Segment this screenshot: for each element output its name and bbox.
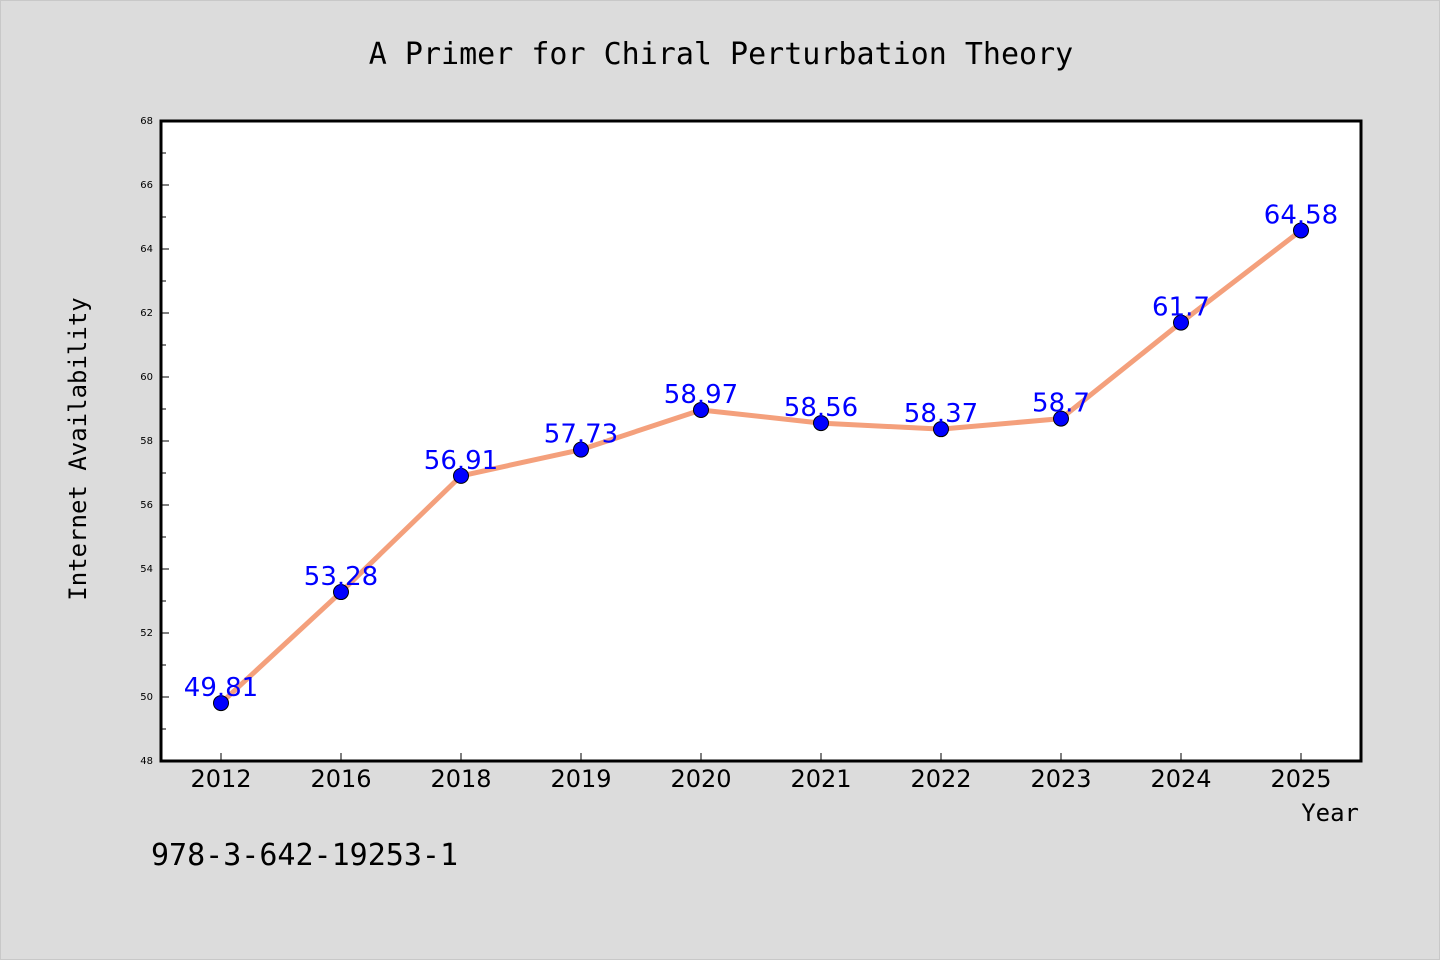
y-tick-label: 58 (140, 436, 153, 447)
x-tick-label: 2019 (550, 765, 611, 793)
plot-area (159, 119, 1363, 763)
y-tick-label: 48 (140, 756, 153, 767)
data-label: 53.28 (304, 562, 378, 592)
y-tick-label: 60 (140, 372, 153, 383)
x-tick-label: 2018 (430, 765, 491, 793)
series-internet-availability: 49.81 53.28 56.91 57.73 58.97 58.56 58.37 58.7 6… (184, 200, 1338, 712)
data-point (1053, 410, 1069, 427)
data-point (813, 415, 829, 432)
y-axis: 48 50 52 54 56 58 60 62 64 66 68 (140, 116, 169, 767)
y-tick-label: 54 (140, 564, 153, 575)
y-tick-label: 68 (140, 116, 153, 127)
y-tick-label: 56 (140, 500, 153, 511)
data-label: 49.81 (184, 673, 258, 703)
data-point (1293, 222, 1309, 239)
data-label: 58.7 (1032, 389, 1090, 419)
y-tick-label: 52 (140, 628, 153, 639)
data-label: 58.56 (784, 393, 858, 423)
y-tick-label: 62 (140, 308, 153, 319)
x-tick-label: 2025 (1270, 765, 1331, 793)
data-label: 61.7 (1152, 293, 1210, 323)
y-tick-label: 50 (140, 692, 153, 703)
data-point (213, 695, 229, 712)
x-tick-label: 2016 (310, 765, 371, 793)
series-line (218, 227, 1304, 706)
x-tick-label: 2024 (1150, 765, 1211, 793)
y-tick-label: 64 (140, 244, 153, 255)
x-axis: 2012 2016 2018 2019 2020 2021 2022 2023 2024 2025 (190, 753, 1332, 793)
x-axis-label: Year (1301, 799, 1359, 827)
data-label: 56.91 (424, 446, 498, 476)
data-label: 58.97 (664, 380, 738, 410)
data-point (333, 584, 349, 601)
data-point (1173, 314, 1189, 331)
y-tick-label: 66 (140, 180, 153, 191)
x-tick-label: 2022 (910, 765, 971, 793)
data-point (453, 467, 469, 484)
x-tick-label: 2020 (670, 765, 731, 793)
y-axis-label: Internet Availability (64, 297, 92, 600)
data-point (933, 421, 949, 438)
data-label: 57.73 (544, 420, 618, 450)
data-point (693, 401, 709, 418)
data-point (573, 441, 589, 458)
data-label: 58.37 (904, 399, 978, 429)
data-label: 64.58 (1264, 200, 1338, 230)
isbn-text: 978-3-642-19253-1 (151, 838, 458, 873)
x-tick-label: 2023 (1030, 765, 1091, 793)
chart-title: A Primer for Chiral Perturbation Theory (369, 37, 1073, 72)
x-tick-label: 2021 (790, 765, 851, 793)
x-tick-label: 2012 (190, 765, 251, 793)
